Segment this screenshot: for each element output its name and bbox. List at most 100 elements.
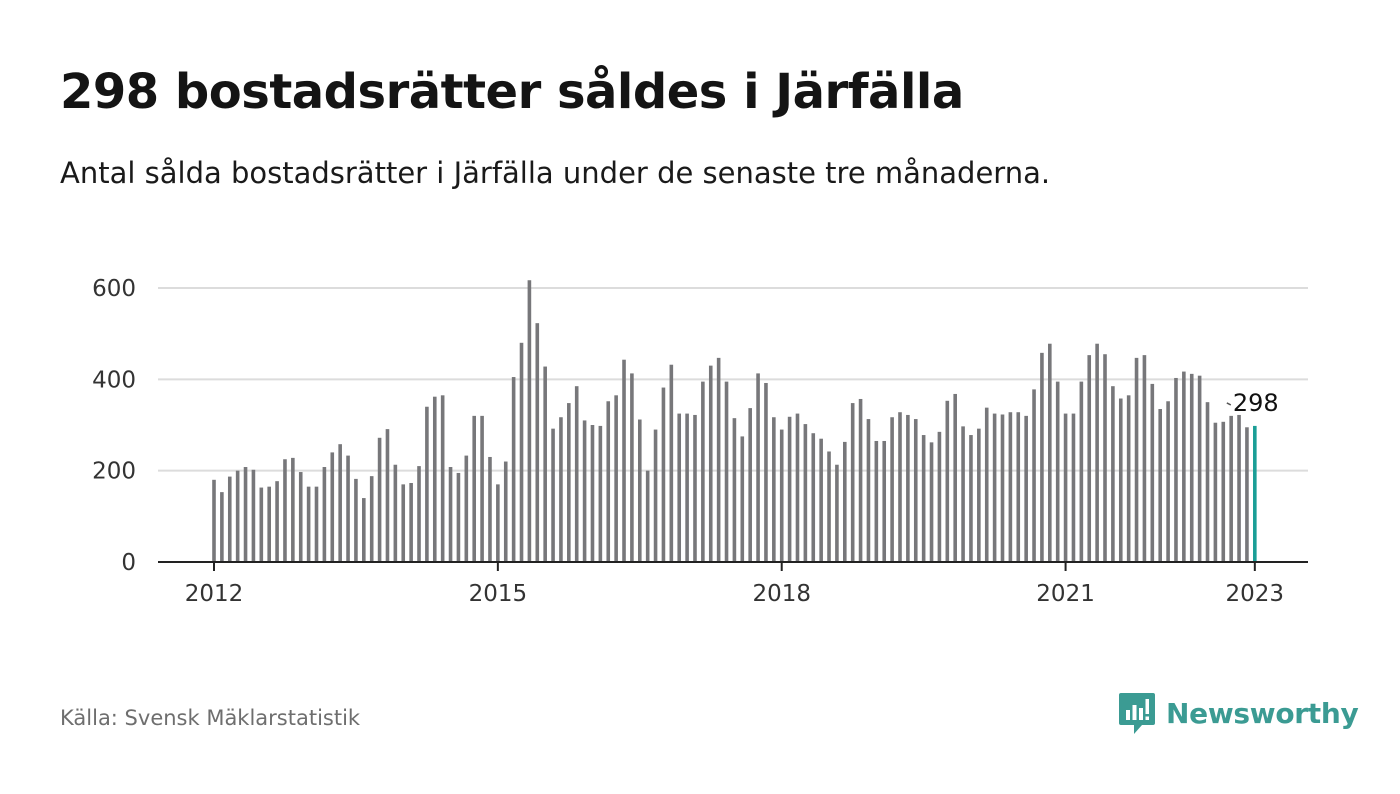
bar (929, 442, 934, 562)
bar (267, 486, 271, 562)
brand-name: Newsworthy (1166, 696, 1359, 730)
bar (1016, 412, 1021, 562)
bar (898, 412, 902, 562)
bar (1118, 398, 1123, 562)
bar (432, 396, 437, 562)
bar (835, 464, 839, 562)
bar (275, 481, 279, 562)
y-tick-label: 400 (92, 367, 136, 393)
bar (1229, 415, 1233, 562)
bar (1197, 375, 1202, 562)
bar (417, 466, 421, 562)
bar (440, 395, 445, 562)
x-tick-label: 2012 (185, 581, 244, 607)
bar (519, 342, 524, 562)
bar (369, 476, 374, 562)
bar (921, 435, 926, 562)
chart-title: 298 bostadsrätter såldes i Järfälla (60, 64, 964, 120)
bar (393, 464, 398, 562)
x-tick-label: 2018 (752, 581, 811, 607)
bar (945, 400, 950, 562)
end-value-label: 298 (1233, 389, 1279, 417)
bar (992, 413, 997, 562)
bar (1095, 343, 1099, 562)
newsworthy-logo[interactable]: Newsworthy (1118, 690, 1359, 736)
bar (354, 478, 358, 562)
bar (756, 373, 760, 562)
bar (480, 415, 484, 562)
bar (409, 482, 413, 562)
bar (306, 486, 311, 562)
bar (1024, 415, 1028, 562)
bar (567, 403, 571, 562)
bar (1048, 343, 1052, 562)
bar (724, 381, 729, 562)
bar (227, 476, 232, 562)
bar (362, 498, 366, 562)
bar (882, 440, 887, 562)
bar (314, 486, 319, 562)
bar (1213, 422, 1218, 562)
y-tick-label: 200 (92, 459, 136, 485)
bar (503, 461, 508, 562)
bar (874, 440, 879, 562)
bar (779, 429, 784, 562)
bar (448, 467, 453, 562)
bar (488, 456, 492, 562)
bar (338, 444, 342, 562)
bar (590, 425, 595, 562)
bar (1087, 355, 1092, 562)
bar (850, 403, 855, 562)
bar (669, 364, 674, 562)
bar (819, 438, 823, 562)
bar (1032, 389, 1036, 562)
bar (614, 395, 618, 562)
bar (291, 457, 295, 562)
bar (1150, 383, 1155, 562)
bar (1166, 401, 1170, 562)
bar (496, 484, 500, 562)
bar (1158, 409, 1162, 562)
bar (1189, 373, 1194, 562)
bar (377, 437, 382, 562)
bar (622, 359, 626, 562)
bar (953, 393, 957, 562)
y-tick-label: 0 (121, 550, 136, 576)
bar (1000, 414, 1005, 562)
bar (598, 425, 603, 562)
bar (748, 408, 752, 562)
bar (1103, 354, 1107, 562)
bar (464, 455, 469, 562)
bar (1221, 421, 1226, 562)
x-tick-label: 2021 (1036, 581, 1095, 607)
bar (977, 428, 981, 562)
bar (913, 419, 918, 562)
bar (716, 357, 721, 562)
bar (1142, 355, 1147, 562)
bar (1071, 413, 1076, 562)
bar (220, 492, 224, 562)
bar (787, 416, 792, 562)
bar (677, 413, 682, 562)
bar (212, 479, 216, 562)
bar (1008, 412, 1013, 562)
bar (551, 428, 555, 562)
bar-highlight (1253, 425, 1257, 562)
bar (969, 435, 973, 562)
bar (803, 424, 808, 562)
bar (1040, 352, 1044, 562)
bar (732, 418, 737, 562)
bar (637, 419, 642, 562)
bar (772, 417, 776, 562)
bar (685, 413, 689, 562)
bar (1111, 386, 1115, 562)
bar (574, 386, 579, 562)
bar (1079, 381, 1084, 562)
labels: 0 200 400 600 2012 2015 2018 2021 2023 298 (92, 276, 1284, 607)
bar (330, 452, 335, 562)
source-note: Källa: Svensk Mäklarstatistik (60, 706, 361, 730)
bar (401, 484, 406, 562)
bar (937, 431, 942, 562)
bar (1245, 427, 1249, 562)
bar (740, 436, 745, 562)
